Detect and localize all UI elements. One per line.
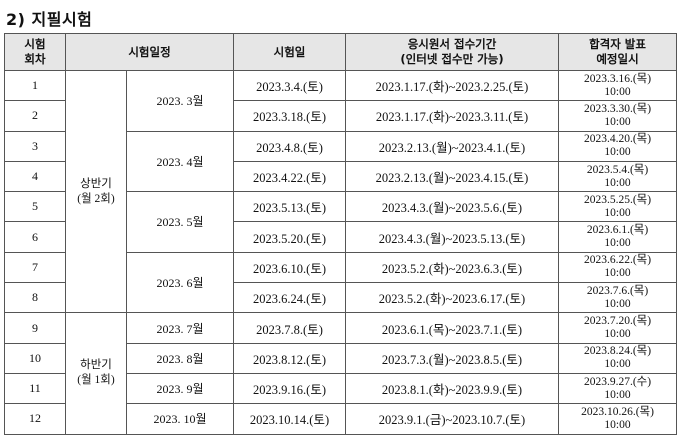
table-row: 9 하반기 (월 1회) 2023. 7월 2023.7.8.(토) 2023.…	[4, 312, 678, 435]
application-period: 2023.1.17.(화)~2023.2.25.(토)	[345, 69, 560, 102]
header-result-announcement: 합격자 발표 예정일시	[558, 33, 678, 71]
application-period: 2023.2.13.(월)~2023.4.1.(토)	[345, 130, 560, 162]
exam-date: 2023.9.16.(토)	[233, 372, 347, 405]
round-number: 8	[4, 282, 66, 314]
exam-date: 2023.7.8.(토)	[233, 312, 347, 344]
month-cell: 2023. 10월	[125, 403, 235, 435]
round-number: 3	[4, 130, 66, 162]
section-title: 2) 지필시험	[6, 10, 93, 29]
header-round: 시험 회차	[4, 33, 66, 71]
application-period: 2023.9.1.(금)~2023.10.7.(토)	[345, 403, 560, 435]
exam-date: 2023.10.14.(토)	[233, 403, 347, 435]
header-application-period: 응시원서 접수기간 (인터넷 접수만 가능)	[345, 33, 560, 71]
application-period: 2023.5.2.(화)~2023.6.17.(토)	[345, 282, 560, 314]
round-number: 7	[4, 251, 66, 284]
table-row: 5 2023. 5월 2023.5.13.(토) 2023.4.3.(월)~20…	[4, 191, 678, 253]
month-cell: 2023. 9월	[125, 372, 235, 405]
exam-schedule-table: 시험 회차 시험일정 시험일 응시원서 접수기간 (인터넷 접수만 가능) 합격…	[4, 33, 678, 435]
month-cell: 2023. 6월	[125, 251, 235, 314]
header-exam-date: 시험일	[233, 33, 347, 71]
result-datetime: 2023.4.20.(목) 10:00	[558, 130, 678, 162]
application-period: 2023.8.1.(화)~2023.9.9.(토)	[345, 372, 560, 405]
application-period: 2023.2.13.(월)~2023.4.15.(토)	[345, 160, 560, 193]
round-number: 10	[4, 342, 66, 374]
month-cell: 2023. 3월	[125, 70, 235, 132]
table-row: 6 2023.5.20.(토) 2023.4.3.(월)~2023.5.13.(…	[4, 221, 678, 253]
result-datetime: 2023.3.30.(목) 10:00	[558, 100, 678, 132]
application-period: 2023.7.3.(월)~2023.8.5.(토)	[345, 342, 560, 374]
result-datetime: 2023.7.6.(목) 10:00	[558, 282, 678, 314]
month-cell: 2023. 7월	[125, 312, 235, 344]
application-period: 2023.1.17.(화)~2023.3.11.(토)	[345, 100, 560, 132]
round-number: 4	[4, 160, 66, 193]
table-row: 12 2023. 10월 2023.10.14.(토) 2023.9.1.(금)…	[4, 403, 678, 435]
result-datetime: 2023.5.25.(목) 10:00	[558, 191, 678, 223]
result-datetime: 2023.6.22.(목) 10:00	[558, 251, 678, 284]
half-first: 상반기 (월 2회)	[65, 69, 127, 314]
header-schedule: 시험일정	[64, 33, 235, 71]
exam-date: 2023.3.4.(토)	[233, 69, 347, 102]
exam-date: 2023.4.22.(토)	[233, 160, 347, 193]
result-datetime: 2023.8.24.(목) 10:00	[558, 342, 678, 374]
application-period: 2023.4.3.(월)~2023.5.6.(토)	[345, 191, 560, 223]
exam-date: 2023.6.10.(토)	[233, 251, 347, 284]
month-cell: 2023. 4월	[125, 130, 235, 193]
application-period: 2023.5.2.(화)~2023.6.3.(토)	[345, 251, 560, 284]
round-number: 6	[4, 221, 66, 253]
result-datetime: 2023.10.26.(목) 10:00	[558, 403, 678, 435]
table-row: 1 상반기 (월 2회) 2023. 3월 2023.3.4.(토) 2023.…	[4, 69, 678, 314]
result-datetime: 2023.3.16.(목) 10:00	[558, 69, 678, 102]
exam-date: 2023.5.13.(토)	[233, 191, 347, 223]
exam-date: 2023.8.12.(토)	[233, 342, 347, 374]
round-number: 9	[4, 312, 66, 344]
application-period: 2023.4.3.(월)~2023.5.13.(토)	[345, 221, 560, 253]
exam-date: 2023.5.20.(토)	[233, 221, 347, 253]
table-header-row: 시험 회차 시험일정 시험일 응시원서 접수기간 (인터넷 접수만 가능) 합격…	[4, 33, 678, 71]
result-datetime: 2023.9.27.(수) 10:00	[558, 372, 678, 405]
exam-date: 2023.6.24.(토)	[233, 282, 347, 314]
round-number: 2	[4, 100, 66, 132]
round-number: 5	[4, 191, 66, 223]
result-datetime: 2023.5.4.(목) 10:00	[558, 160, 678, 193]
exam-date: 2023.4.8.(토)	[233, 130, 347, 162]
result-datetime: 2023.7.20.(목) 10:00	[558, 312, 678, 344]
round-number: 1	[4, 69, 66, 102]
table-row: 7 2023. 6월 2023.6.10.(토) 2023.5.2.(화)~20…	[4, 251, 678, 314]
application-period: 2023.6.1.(목)~2023.7.1.(토)	[345, 312, 560, 344]
table-row: 11 2023. 9월 2023.9.16.(토) 2023.8.1.(화)~2…	[4, 372, 678, 405]
month-cell: 2023. 8월	[125, 342, 235, 374]
round-number: 12	[4, 403, 66, 435]
round-number: 11	[4, 372, 66, 405]
exam-date: 2023.3.18.(토)	[233, 100, 347, 132]
month-cell: 2023. 5월	[125, 191, 235, 253]
result-datetime: 2023.6.1.(목) 10:00	[558, 221, 678, 253]
half-second: 하반기 (월 1회)	[65, 312, 127, 435]
table-row: 3 2023. 4월 2023.4.8.(토) 2023.2.13.(월)~20…	[4, 130, 678, 193]
